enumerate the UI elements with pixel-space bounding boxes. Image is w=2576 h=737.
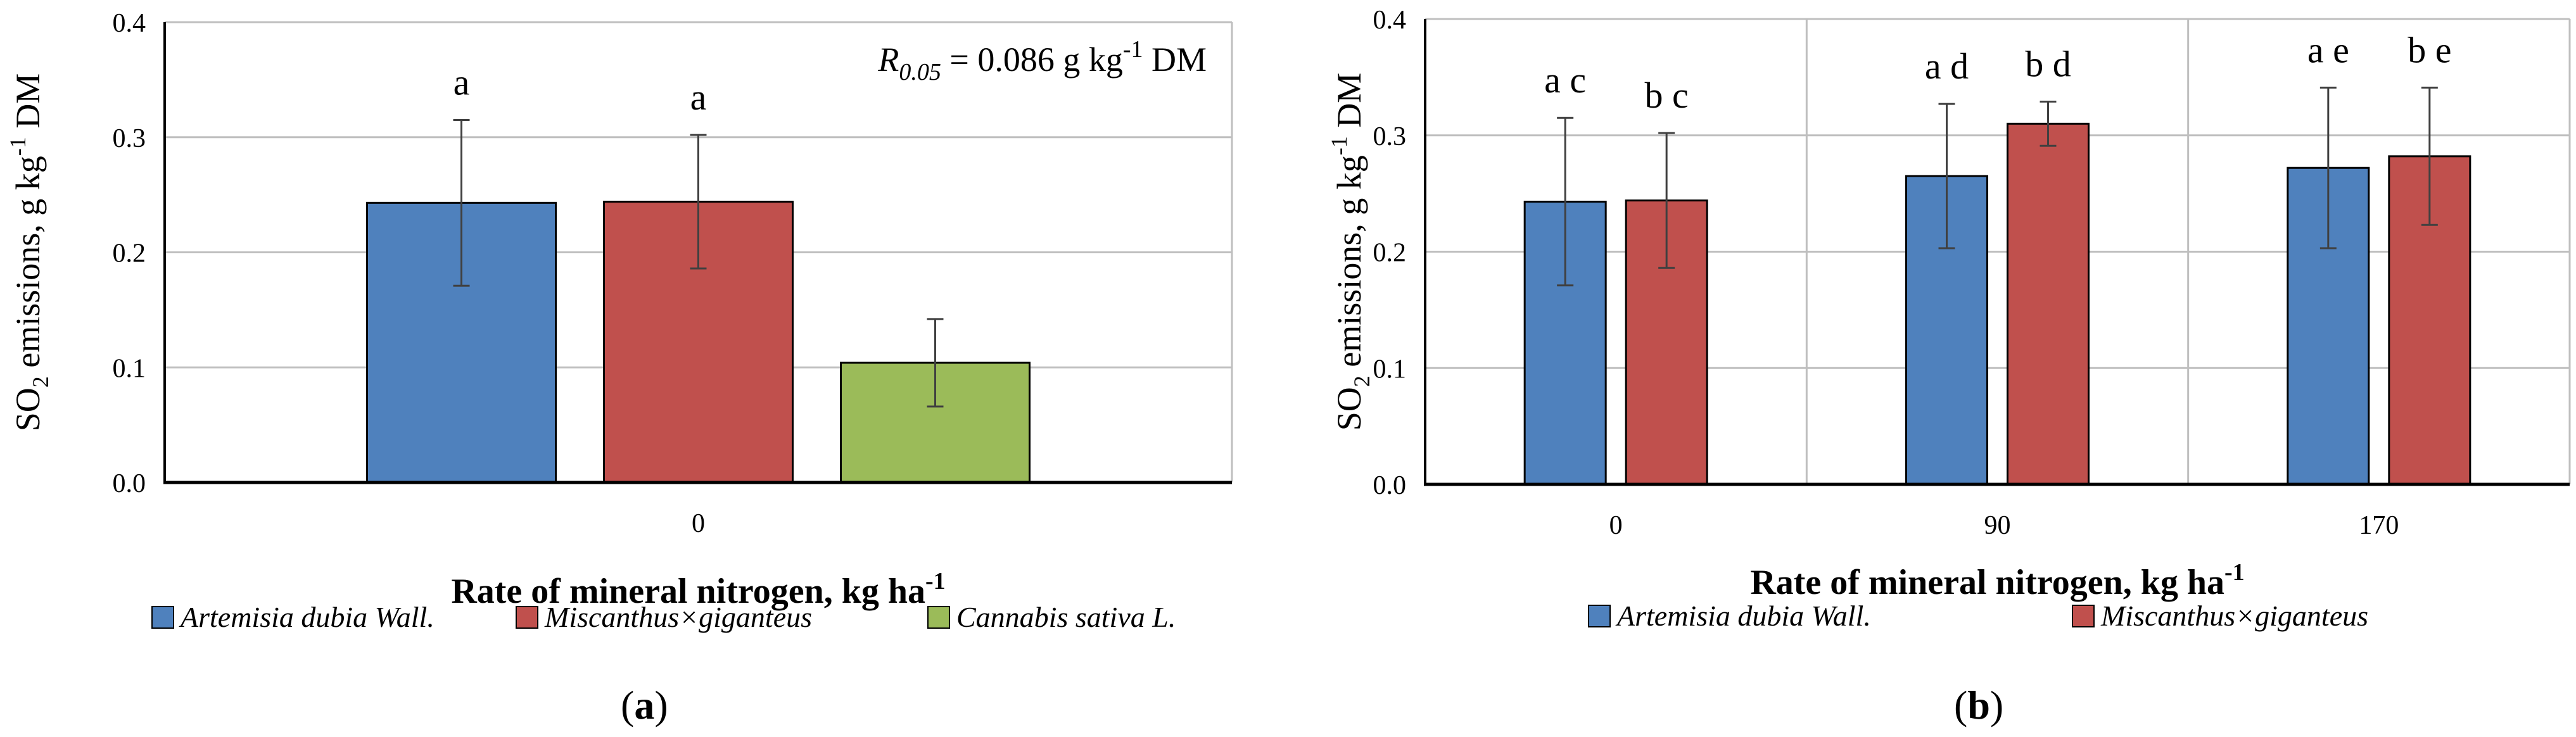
b-legend-swatch [2072,605,2095,627]
a-legend-label: Miscanthus×giganteus [544,601,812,633]
a-legend-swatch [151,606,174,629]
b-ytick-label: 0.2 [1373,239,1407,268]
a-ytick-label: 0.4 [113,9,146,38]
b-ytick-label: 0.0 [1373,471,1407,500]
b-legend-label: Artemisia dubia Wall. [1615,600,1871,632]
b-text-layer: 0.0 0.1 0.2 0.3 0.4 a c b c 0 a d b d 90 a e b e 170 S… [1326,6,2451,728]
a-xlabel-part: Rate of mineral nitrogen, kg ha [451,572,925,611]
a-significance-letter: a [690,77,707,118]
b-significance-letter: a d [1925,46,1969,87]
b-xtick-label: 0 [1609,511,1623,540]
a-annotation-post: DM [1143,41,1207,79]
b-ylabel-part: SO [1330,387,1368,431]
b-xtick-label: 90 [1984,511,2011,540]
b-error-bars [1557,86,2438,287]
a-ylabel-sub: 2 [28,376,53,387]
b-x-axis-label: Rate of mineral nitrogen, kg ha-1 [1750,559,2244,602]
a-legend-swatch [927,606,950,629]
b-xtick-label: 170 [2359,511,2399,540]
a-x-axis-label: Rate of mineral nitrogen, kg ha-1 [451,568,945,611]
b-ylabel-part: DM [1330,73,1368,137]
chart-panel-b: 0.0 0.1 0.2 0.3 0.4 a c b c 0 a d b d 90 a e b e 170 S… [1326,6,2571,728]
a-panel-paren: ) [654,683,668,728]
a-ylabel-part: DM [9,73,47,137]
a-legend-label: Artemisia dubia Wall. [179,601,435,633]
b-bar [2007,122,2090,486]
b-ylabel-sup: -1 [1326,136,1352,155]
b-y-axis-label: SO2 emissions, g kg-1 DM [1326,73,1374,431]
a-ytick-label: 0.1 [113,354,146,383]
a-annotation-r005: R0.05 = 0.086 g kg-1 DM [877,36,1207,85]
b-significance-letter: b e [2408,29,2451,70]
a-ylabel-part: emissions, g kg [9,156,47,376]
b-significance-letter: a e [2307,29,2349,70]
a-ylabel-sup: -1 [5,137,30,156]
b-significance-letter: a c [1544,60,1586,101]
b-gridlines [1425,18,2571,484]
a-panel-paren: ( [621,683,634,728]
a-ylabel-part: SO [9,387,47,431]
b-significance-letter: b c [1645,75,1689,116]
a-annotation-sub: 0.05 [899,59,941,85]
a-significance-letter: a [454,61,470,103]
b-significance-letter: b d [2025,43,2071,84]
a-panel-letter: a [634,683,654,728]
b-axes [1424,19,2570,486]
a-ytick-label: 0.3 [113,124,146,153]
b-ylabel-part: emissions, g kg [1330,155,1368,375]
b-panel-paren: ) [1990,683,2003,728]
b-xlabel-sup: -1 [2224,559,2245,586]
b-ylabel-sub: 2 [1349,375,1374,387]
b-panel-label: (b) [1954,683,2003,728]
a-legend-label: Cannabis sativa L. [956,601,1176,633]
a-y-axis-label: SO2 emissions, g kg-1 DM [5,73,53,432]
a-error-bars [453,118,944,408]
b-panel-paren: ( [1954,683,1967,728]
a-panel-label: (a) [621,683,668,728]
b-legend-swatch [1588,605,1611,627]
a-axes [163,22,1232,484]
a-legend-swatch [516,606,538,629]
a-text-layer: 0.0 0.1 0.2 0.3 0.4 a a 0 SO2 emissions, g kg-1 … [5,9,1207,728]
a-ytick-label: 0.2 [113,239,146,268]
a-annotation-r: R [877,41,899,79]
b-xlabel-part: Rate of mineral nitrogen, kg ha [1750,563,2224,602]
a-annotation-text: = 0.086 g kg [941,41,1123,79]
b-panel-letter: b [1967,683,1990,728]
a-ytick-label: 0.0 [113,469,146,498]
a-annotation-sup: -1 [1123,36,1143,63]
a-xtick-label: 0 [692,509,705,538]
b-ytick-label: 0.1 [1373,355,1407,384]
b-legend-label: Miscanthus×giganteus [2100,600,2368,632]
chart-panel-a: 0.0 0.1 0.2 0.3 0.4 a a 0 SO2 emissions, g kg-1 … [5,9,1233,728]
a-xlabel-sup: -1 [925,568,946,595]
b-ytick-label: 0.3 [1373,122,1407,151]
b-ytick-label: 0.4 [1373,6,1407,35]
